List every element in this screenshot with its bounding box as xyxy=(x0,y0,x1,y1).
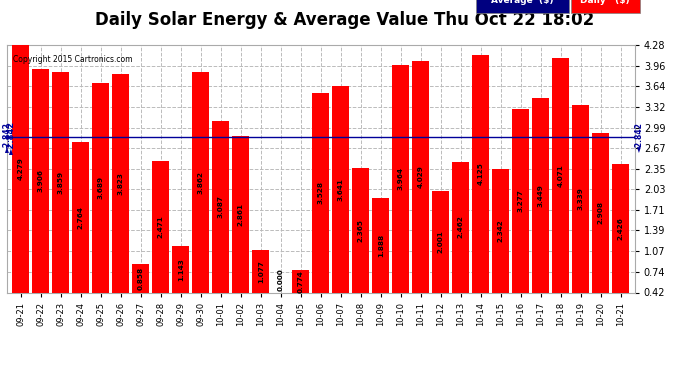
Bar xyxy=(233,136,249,292)
Bar xyxy=(92,83,110,292)
Text: 0.774: 0.774 xyxy=(298,270,304,292)
Text: 3.277: 3.277 xyxy=(518,189,524,212)
Text: ►2.842: ►2.842 xyxy=(7,121,16,154)
Bar xyxy=(132,264,149,292)
Bar xyxy=(612,164,629,292)
Text: 2.001: 2.001 xyxy=(438,231,444,253)
Text: Daily   ($): Daily ($) xyxy=(580,0,630,6)
Bar xyxy=(152,161,169,292)
Text: 4.125: 4.125 xyxy=(477,162,484,185)
Text: 2.471: 2.471 xyxy=(158,215,164,238)
Bar xyxy=(493,169,509,292)
Bar xyxy=(512,109,529,292)
Bar xyxy=(172,246,189,292)
Text: Daily Solar Energy & Average Value Thu Oct 22 18:02: Daily Solar Energy & Average Value Thu O… xyxy=(95,11,595,29)
Text: 3.823: 3.823 xyxy=(118,172,124,195)
Text: 2.764: 2.764 xyxy=(78,206,84,229)
Text: 3.641: 3.641 xyxy=(338,178,344,201)
Text: ◄2.842: ◄2.842 xyxy=(635,122,644,152)
Text: 1.143: 1.143 xyxy=(178,258,184,281)
Bar xyxy=(473,55,489,292)
Text: 3.964: 3.964 xyxy=(398,167,404,190)
Bar xyxy=(313,93,329,292)
Bar xyxy=(453,162,469,292)
Bar xyxy=(213,122,229,292)
Text: 1.888: 1.888 xyxy=(378,234,384,257)
Bar xyxy=(32,69,50,292)
Text: 0.858: 0.858 xyxy=(138,267,144,290)
Text: 2.426: 2.426 xyxy=(618,217,624,240)
Bar xyxy=(373,198,389,292)
Text: 3.087: 3.087 xyxy=(218,195,224,218)
Bar xyxy=(552,58,569,292)
Text: 4.071: 4.071 xyxy=(558,164,564,187)
Bar xyxy=(532,98,549,292)
Text: 0.000: 0.000 xyxy=(278,268,284,291)
Text: ►2.842: ►2.842 xyxy=(3,122,12,152)
Text: 4.029: 4.029 xyxy=(418,165,424,188)
Text: Copyright 2015 Cartronics.com: Copyright 2015 Cartronics.com xyxy=(13,55,132,64)
Bar xyxy=(253,251,269,292)
Bar xyxy=(433,191,449,292)
Text: 2.342: 2.342 xyxy=(497,219,504,242)
Text: 3.906: 3.906 xyxy=(38,169,44,192)
Text: 3.528: 3.528 xyxy=(318,182,324,204)
Text: 3.449: 3.449 xyxy=(538,184,544,207)
Bar xyxy=(193,72,209,292)
Bar xyxy=(72,142,90,292)
Bar xyxy=(12,45,30,292)
Text: 1.077: 1.077 xyxy=(258,260,264,283)
Text: 2.861: 2.861 xyxy=(238,203,244,226)
Bar xyxy=(333,86,349,292)
Bar xyxy=(393,65,409,292)
Text: 2.462: 2.462 xyxy=(458,216,464,238)
Text: 3.859: 3.859 xyxy=(58,171,64,194)
Text: 2.908: 2.908 xyxy=(598,201,604,224)
Bar xyxy=(592,133,609,292)
Bar xyxy=(112,74,130,292)
Bar xyxy=(572,105,589,292)
Text: 2.365: 2.365 xyxy=(358,219,364,242)
Text: 3.862: 3.862 xyxy=(198,171,204,194)
Text: 3.339: 3.339 xyxy=(578,188,584,210)
Bar xyxy=(293,270,309,292)
Bar xyxy=(413,61,429,292)
Bar xyxy=(52,72,70,292)
Text: 3.689: 3.689 xyxy=(98,176,104,199)
Text: Average  ($): Average ($) xyxy=(491,0,554,6)
Bar xyxy=(353,168,369,292)
Text: 4.279: 4.279 xyxy=(18,158,24,180)
